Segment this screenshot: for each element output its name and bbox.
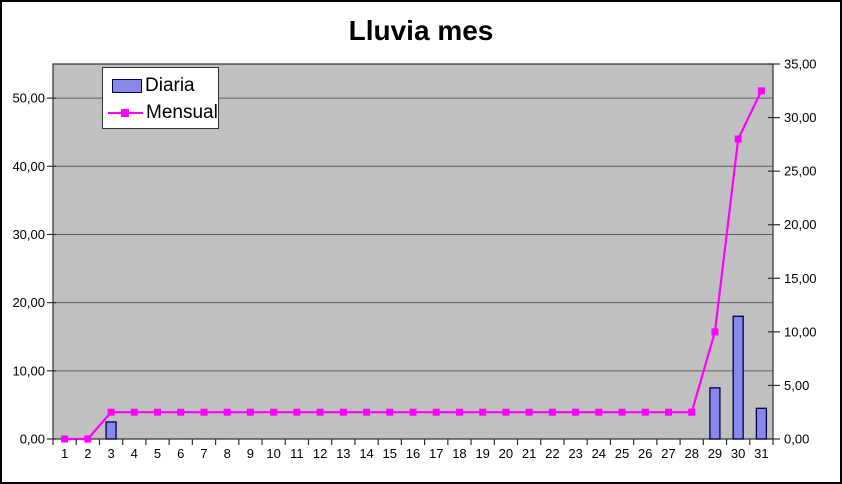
mensual-line-swatch-icon (108, 106, 143, 120)
x-axis-label: 16 (406, 446, 420, 461)
right-axis-label: 0,00 (784, 432, 809, 447)
legend[interactable]: Diaria Mensual (102, 67, 219, 129)
mensual-marker-day-23 (572, 408, 580, 416)
right-axis-label: 5,00 (784, 378, 809, 393)
x-axis-label: 3 (107, 446, 114, 461)
x-axis-label: 4 (131, 446, 138, 461)
x-axis-label: 7 (200, 446, 207, 461)
right-axis-label: 10,00 (784, 324, 817, 339)
x-axis-label: 30 (731, 446, 745, 461)
x-axis-label: 14 (359, 446, 373, 461)
mensual-marker-day-20 (502, 408, 510, 416)
x-axis-label: 13 (336, 446, 350, 461)
bar-day-29[interactable] (709, 387, 721, 440)
legend-label-mensual: Mensual (146, 101, 218, 123)
mensual-marker-day-21 (525, 408, 533, 416)
bar-day-31[interactable] (755, 407, 768, 440)
left-axis-label: 20,00 (12, 295, 45, 310)
mensual-marker-day-1 (61, 435, 69, 443)
legend-label-diaria: Diaria (145, 74, 195, 96)
left-axis-label: 50,00 (12, 91, 45, 106)
mensual-marker-day-15 (386, 408, 394, 416)
x-axis-label: 1 (61, 446, 68, 461)
plot-border (52, 63, 774, 440)
x-axis-label: 24 (592, 446, 606, 461)
chart-title: Lluvia mes (348, 15, 494, 46)
mensual-marker-day-25 (618, 408, 626, 416)
legend-item-mensual[interactable]: Mensual (108, 99, 218, 126)
mensual-marker-day-19 (479, 408, 487, 416)
mensual-marker-day-3 (107, 408, 115, 416)
mensual-marker-day-31 (757, 87, 765, 95)
x-axis-label: 25 (615, 446, 629, 461)
mensual-marker-day-18 (455, 408, 463, 416)
x-axis-label: 29 (708, 446, 722, 461)
mensual-marker-day-14 (363, 408, 371, 416)
right-axis-label: 30,00 (784, 110, 817, 125)
x-axis-label: 6 (177, 446, 184, 461)
right-axis-label: 25,00 (784, 164, 817, 179)
mensual-marker-day-16 (409, 408, 417, 416)
mensual-marker-day-22 (548, 408, 556, 416)
left-axis-label: 0,00 (20, 432, 45, 447)
right-axis-label: 35,00 (784, 57, 817, 72)
diaria-bar-swatch-icon (112, 78, 142, 93)
mensual-marker-day-2 (84, 435, 92, 443)
x-axis-label: 8 (224, 446, 231, 461)
x-axis-label: 20 (499, 446, 513, 461)
mensual-marker-day-9 (246, 408, 254, 416)
mensual-marker-day-6 (177, 408, 185, 416)
mensual-marker-day-5 (154, 408, 162, 416)
x-axis-label: 27 (661, 446, 675, 461)
x-axis-label: 21 (522, 446, 536, 461)
bar-day-30[interactable] (732, 315, 744, 440)
left-axis-label: 10,00 (12, 363, 45, 378)
mensual-marker-day-26 (641, 408, 649, 416)
x-axis-label: 2 (84, 446, 91, 461)
x-axis-label: 12 (313, 446, 327, 461)
x-axis-label: 5 (154, 446, 161, 461)
mensual-marker-day-27 (664, 408, 672, 416)
mensual-marker-day-4 (130, 408, 138, 416)
mensual-marker-day-12 (316, 408, 324, 416)
x-axis-label: 26 (638, 446, 652, 461)
x-axis-label: 15 (383, 446, 397, 461)
right-axis-label: 15,00 (784, 271, 817, 286)
x-axis-label: 9 (247, 446, 254, 461)
mensual-marker-day-7 (200, 408, 208, 416)
mensual-marker-day-28 (688, 408, 696, 416)
x-axis-label: 28 (684, 446, 698, 461)
mensual-marker-day-30 (734, 135, 742, 143)
right-axis-label: 20,00 (784, 217, 817, 232)
left-axis-label: 40,00 (12, 159, 45, 174)
mensual-marker-day-17 (432, 408, 440, 416)
x-axis-label: 19 (475, 446, 489, 461)
mensual-marker-day-29 (711, 328, 719, 336)
bar-day-3[interactable] (105, 421, 117, 440)
x-axis-label: 11 (290, 446, 304, 461)
left-axis-label: 30,00 (12, 227, 45, 242)
mensual-marker-day-11 (293, 408, 301, 416)
x-axis-label: 23 (568, 446, 582, 461)
x-axis-label: 18 (452, 446, 466, 461)
legend-item-diaria[interactable]: Diaria (108, 72, 218, 99)
mensual-marker-day-24 (595, 408, 603, 416)
mensual-marker-day-13 (339, 408, 347, 416)
mensual-marker-day-8 (223, 408, 231, 416)
x-axis-label: 31 (754, 446, 768, 461)
x-axis-label: 10 (266, 446, 280, 461)
x-axis-label: 17 (429, 446, 443, 461)
mensual-marker-day-10 (270, 408, 278, 416)
x-axis-label: 22 (545, 446, 559, 461)
